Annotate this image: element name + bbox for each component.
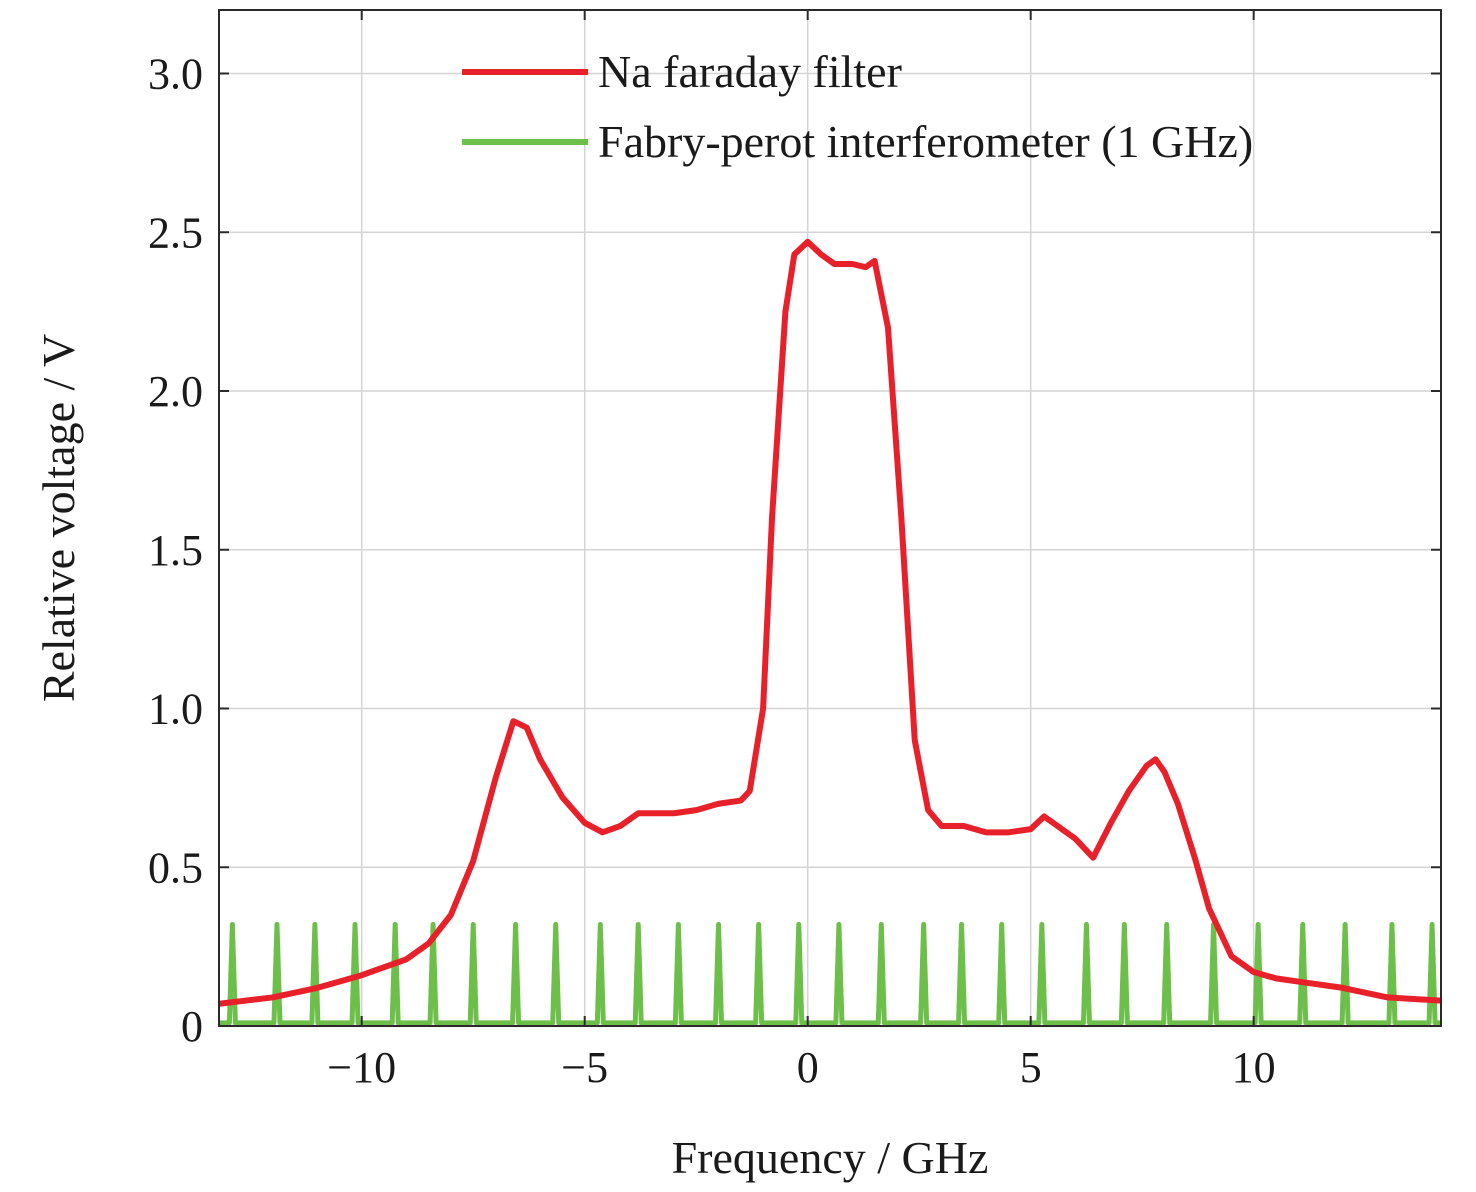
axis-ticks: −10 −5 0 5 10 0 0.5 1.0 1.5 2.0 2.5 3.0: [148, 10, 1441, 1092]
plot-area: [219, 238, 1441, 1026]
legend-label: Fabry-perot interferometer (1 GHz): [598, 116, 1253, 167]
y-tick-label: 1.5: [148, 526, 203, 575]
series-line-fabry-perot: [219, 921, 1441, 1026]
x-tick-label: 10: [1232, 1043, 1276, 1092]
x-tick-label: 5: [1020, 1043, 1042, 1092]
x-tick-label: −5: [561, 1043, 608, 1092]
x-tick-label: −10: [327, 1043, 396, 1092]
y-tick-label: 1.0: [148, 685, 203, 734]
x-axis-title: Frequency / GHz: [672, 1132, 989, 1183]
y-tick-label: 0: [181, 1002, 203, 1051]
y-tick-label: 3.0: [148, 50, 203, 99]
legend-label: Na faraday filter: [598, 46, 902, 97]
y-tick-label: 0.5: [148, 843, 203, 892]
y-tick-label: 2.5: [148, 208, 203, 257]
y-tick-label: 2.0: [148, 367, 203, 416]
plot-frame: [218, 9, 1442, 1027]
legend: Na faraday filter Fabry-perot interferome…: [462, 46, 1253, 167]
x-tick-label: 0: [797, 1043, 819, 1092]
y-axis-title: Relative voltage / V: [33, 334, 84, 702]
series-line-na-faraday: [219, 238, 1441, 1007]
